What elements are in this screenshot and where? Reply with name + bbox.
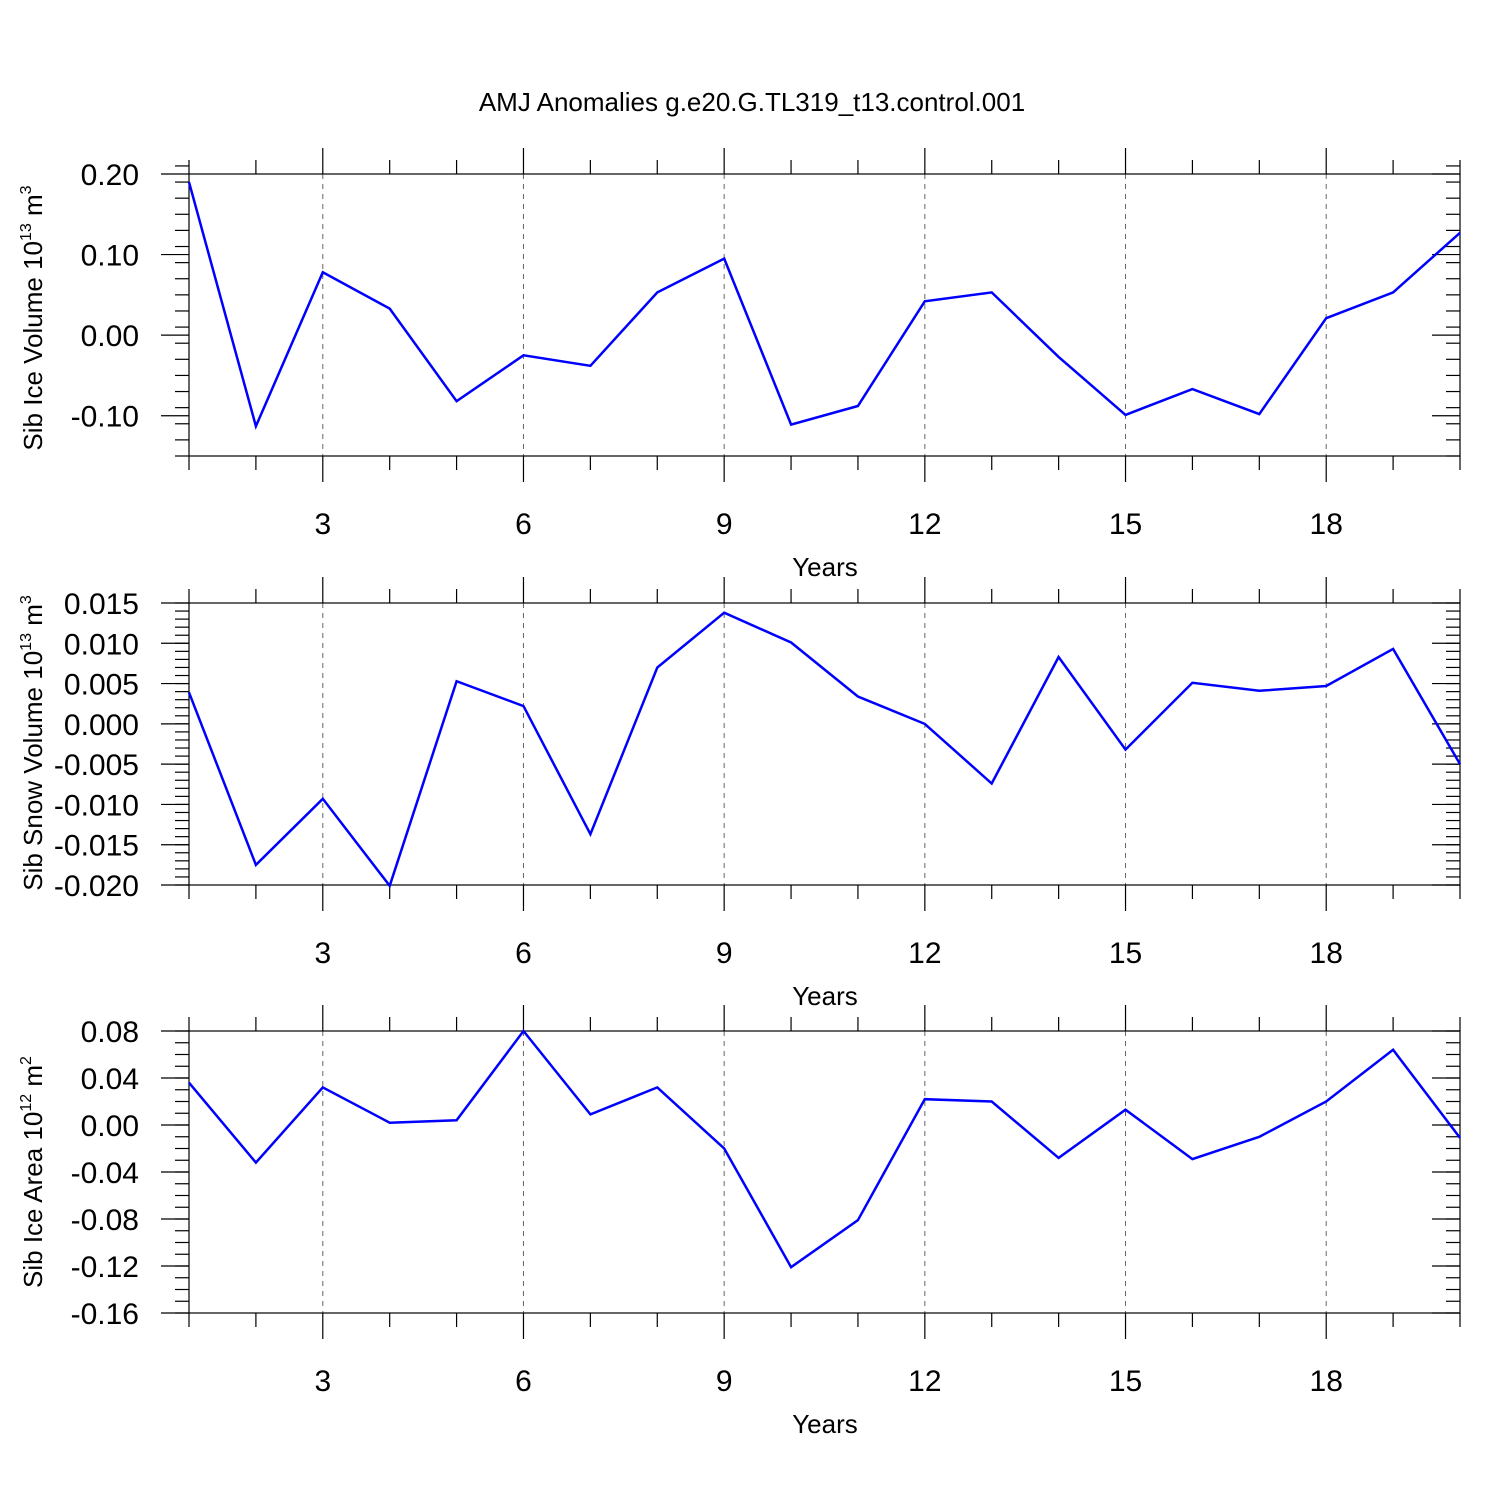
y-tick-label: -0.12 (71, 1251, 139, 1284)
x-tick-label: 6 (515, 937, 532, 970)
y-axis-label: Sib Ice Volume 1013 m3 (18, 185, 48, 450)
x-tick-label: 18 (1310, 1365, 1343, 1398)
plot-frame (188, 173, 1461, 457)
series-line (187, 611, 1462, 889)
x-axis-label: Years (792, 1409, 858, 1439)
x-tick-label: 18 (1310, 508, 1343, 541)
x-tick-label: 6 (515, 508, 532, 541)
x-tick-label: 9 (716, 508, 733, 541)
y-tick-label: 0.10 (81, 240, 139, 273)
x-axis-label: Years (792, 552, 858, 582)
y-tick-label: 0.20 (81, 159, 139, 192)
x-axis-label: Years (792, 981, 858, 1011)
y-tick-label: -0.010 (54, 789, 139, 822)
y-tick-label: 0.010 (64, 628, 139, 661)
y-tick-label: 0.04 (81, 1063, 139, 1096)
y-tick-label: 0.00 (81, 320, 139, 353)
y-tick-label: -0.005 (54, 749, 139, 782)
y-tick-label: 0.00 (81, 1110, 139, 1143)
series-line (187, 181, 1461, 430)
panel-3: 0.08 0.04 0.00 -0.04 -0.08 -0.12 -0.16 3 6 9 12 15 1… (18, 1005, 1461, 1439)
y-tick-label: -0.16 (71, 1298, 139, 1331)
x-tick-label: 15 (1109, 508, 1142, 541)
y-tick-label: 0.005 (64, 669, 139, 702)
y-tick-label: -0.04 (71, 1157, 139, 1190)
y-tick-label: 0.000 (64, 709, 139, 742)
panel-1: 0.20 0.10 0.00 -0.10 3 6 9 12 15 18 Years Sib Ice V… (18, 148, 1461, 582)
x-tick-label: 12 (908, 508, 941, 541)
x-tick-label: 15 (1109, 937, 1142, 970)
y-axis-label: Sib Ice Area 1012 m2 (18, 1056, 48, 1288)
x-tick-label: 18 (1310, 937, 1343, 970)
x-tick-label: 3 (314, 937, 331, 970)
panel-2: 0.015 0.010 0.005 0.000 -0.005 -0.010 -0.015 -0… (18, 577, 1462, 1011)
x-tick-label: 9 (716, 1365, 733, 1398)
x-tick-label: 6 (515, 1365, 532, 1398)
y-tick-label: 0.015 (64, 588, 139, 621)
x-tick-label: 9 (716, 937, 733, 970)
plot-frame (188, 602, 1461, 886)
x-tick-label: 15 (1109, 1365, 1142, 1398)
y-tick-label: -0.10 (71, 401, 139, 434)
y-tick-label: -0.020 (54, 870, 139, 903)
series-line (188, 1028, 1461, 1270)
y-tick-label: -0.015 (54, 830, 139, 863)
x-tick-label: 3 (314, 508, 331, 541)
y-tick-label: -0.08 (71, 1204, 139, 1237)
x-tick-label: 3 (314, 1365, 331, 1398)
chart-title: AMJ Anomalies g.e20.G.TL319_t13.control.… (479, 87, 1025, 117)
x-tick-label: 12 (908, 1365, 941, 1398)
plot-frame (188, 1030, 1461, 1314)
x-tick-label: 12 (908, 937, 941, 970)
y-axis-label: Sib Snow Volume 1013 m3 (18, 595, 48, 891)
y-tick-label: 0.08 (81, 1016, 139, 1049)
